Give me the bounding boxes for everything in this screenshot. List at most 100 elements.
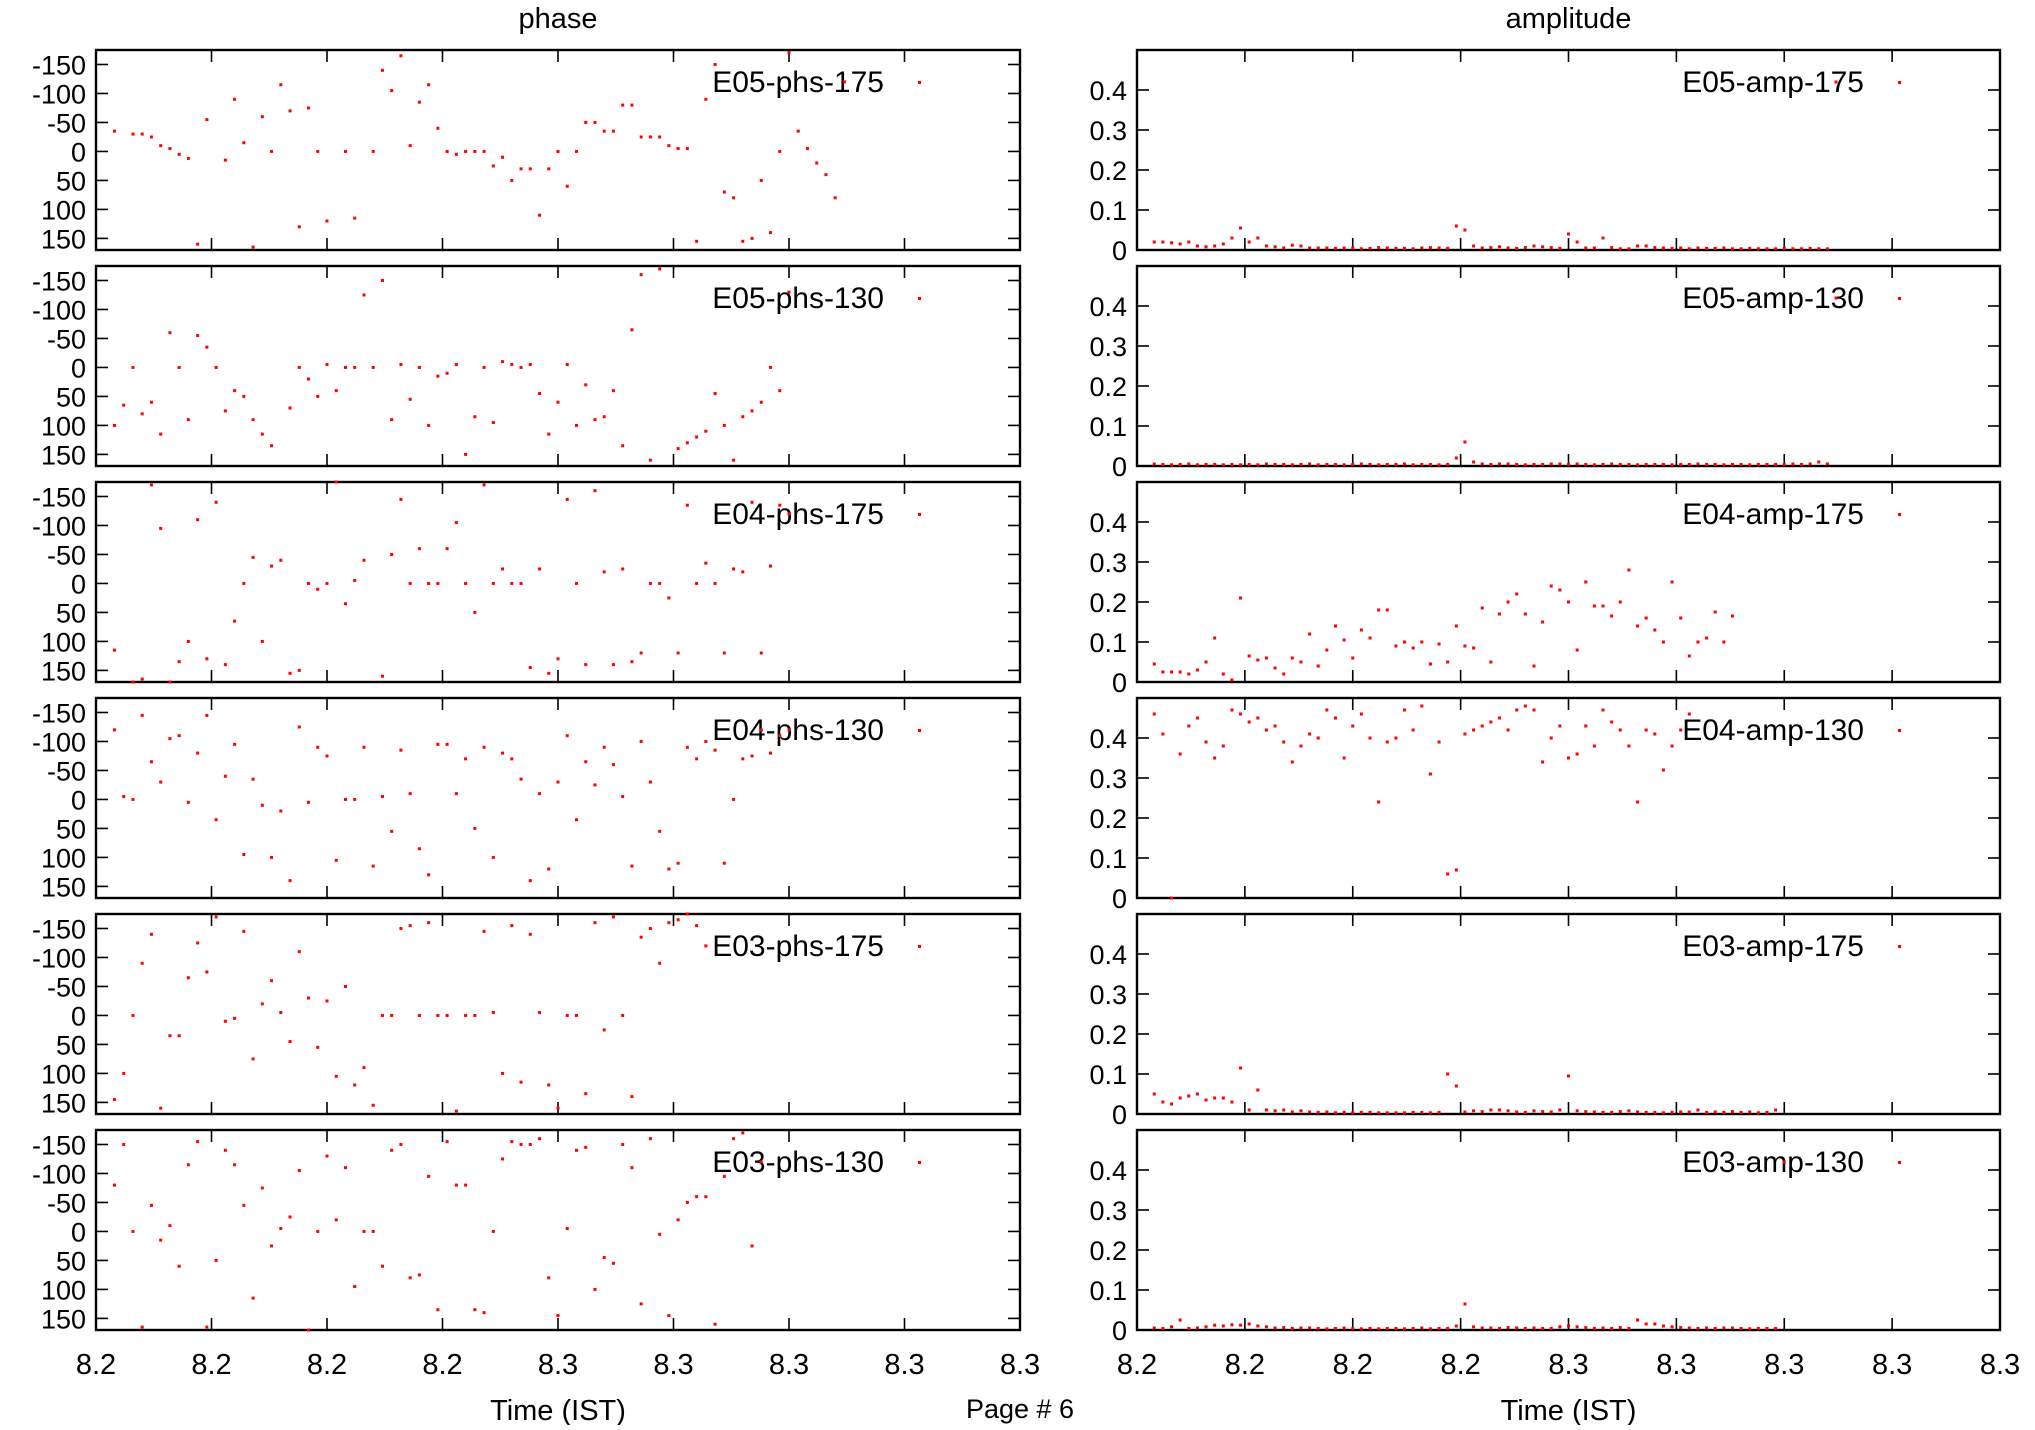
- y-tick-label: -100: [32, 943, 86, 973]
- data-point: [1549, 584, 1553, 588]
- data-point: [1549, 246, 1553, 250]
- data-point: [1782, 462, 1786, 466]
- data-point: [1282, 740, 1286, 744]
- data-point: [1575, 1109, 1579, 1113]
- data-point: [1739, 462, 1743, 466]
- data-point: [1195, 463, 1199, 467]
- data-point: [1152, 662, 1156, 666]
- data-point: [1187, 462, 1191, 466]
- data-point: [713, 62, 717, 66]
- data-point: [1722, 1110, 1726, 1114]
- y-tick-label: 0.4: [1089, 1156, 1127, 1186]
- data-point: [1705, 1326, 1709, 1330]
- data-point: [1230, 1100, 1234, 1104]
- data-point: [1584, 462, 1588, 466]
- panel-frame: [1135, 480, 2002, 684]
- data-point: [1299, 462, 1303, 466]
- data-point: [528, 879, 532, 883]
- data-point: [1567, 756, 1570, 760]
- data-point: [1377, 1327, 1381, 1331]
- data-point: [741, 570, 745, 574]
- legend-marker: [918, 297, 921, 300]
- data-point: [371, 1229, 375, 1233]
- data-point: [565, 1013, 569, 1017]
- data-point: [1739, 247, 1743, 251]
- data-point: [1558, 462, 1562, 466]
- data-point: [427, 1174, 431, 1178]
- data-point: [233, 97, 237, 101]
- data-point: [297, 668, 301, 672]
- data-point: [1523, 1326, 1527, 1330]
- data-point: [168, 147, 172, 151]
- data-point: [1644, 1110, 1648, 1114]
- y-tick-label: 100: [41, 627, 86, 657]
- data-point: [436, 1013, 440, 1017]
- data-point: [1739, 1110, 1743, 1114]
- data-point: [1584, 246, 1588, 250]
- data-point: [445, 547, 449, 551]
- data-point: [1325, 648, 1329, 652]
- data-point: [233, 1163, 237, 1167]
- data-point: [1610, 1326, 1614, 1330]
- data-point: [510, 757, 514, 761]
- data-point: [334, 858, 338, 862]
- legend-label: E05-phs-130: [712, 282, 884, 315]
- x-tick-label: 8.2: [307, 1349, 347, 1381]
- data-point: [1195, 1326, 1199, 1330]
- y-tick-label: 150: [41, 1088, 86, 1118]
- data-point: [1687, 1110, 1691, 1114]
- data-point: [1653, 462, 1657, 466]
- data-point: [131, 680, 135, 684]
- data-point: [584, 663, 588, 667]
- data-point: [722, 1174, 726, 1178]
- panel-frame: [1135, 48, 2002, 252]
- data-point: [343, 602, 347, 606]
- data-point: [584, 383, 588, 387]
- data-point: [805, 147, 809, 151]
- data-point: [1532, 244, 1536, 248]
- data-point: [1428, 772, 1432, 776]
- data-point: [196, 751, 200, 755]
- data-point: [1308, 1326, 1312, 1330]
- data-point: [501, 360, 505, 364]
- data-point: [1670, 463, 1674, 467]
- data-point: [787, 290, 791, 294]
- data-point: [205, 118, 209, 122]
- x-tick-label: 8.2: [191, 1349, 231, 1381]
- data-point: [131, 797, 135, 801]
- data-point: [1221, 1096, 1225, 1100]
- data-point: [667, 1314, 671, 1318]
- data-point: [648, 1137, 652, 1141]
- data-point: [1420, 1326, 1424, 1330]
- data-point: [556, 1314, 560, 1318]
- data-point: [168, 737, 172, 741]
- data-point: [1601, 1110, 1605, 1114]
- data-point: [427, 873, 431, 877]
- data-point: [630, 660, 634, 664]
- y-tick-label: -50: [47, 108, 86, 138]
- data-point: [593, 1287, 597, 1291]
- data-point: [1800, 462, 1804, 466]
- x-tick-label: 8.2: [1225, 1349, 1265, 1381]
- data-point: [1221, 672, 1225, 676]
- data-point: [1437, 642, 1441, 646]
- data-point: [1601, 604, 1605, 608]
- data-point: [427, 423, 431, 427]
- data-point: [1239, 712, 1243, 716]
- data-point: [131, 132, 135, 136]
- data-point: [205, 345, 209, 349]
- data-point: [1385, 1326, 1389, 1330]
- data-point: [722, 651, 726, 655]
- data-point: [1618, 1110, 1622, 1114]
- data-point: [704, 561, 708, 565]
- data-point: [1264, 1325, 1268, 1329]
- legend-label: E04-phs-175: [712, 498, 884, 531]
- data-point: [186, 156, 190, 160]
- data-point: [611, 763, 615, 767]
- data-point: [1705, 462, 1709, 466]
- data-point: [1420, 640, 1424, 644]
- data-point: [1653, 732, 1657, 736]
